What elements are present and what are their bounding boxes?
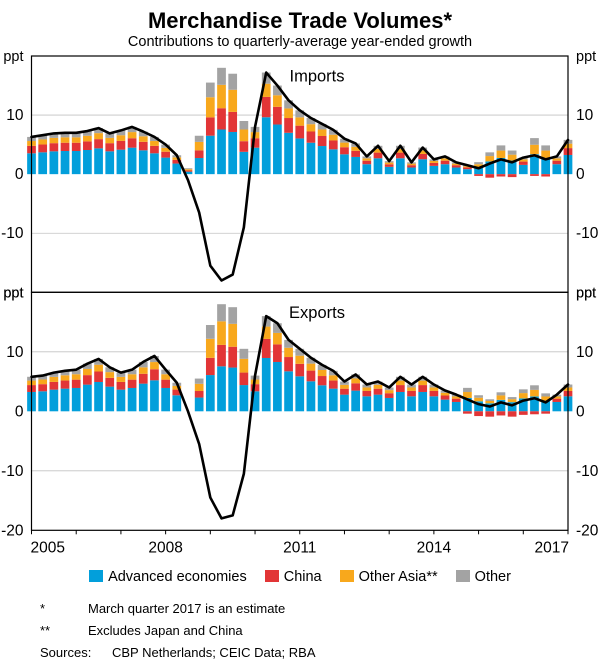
- svg-text:-10: -10: [576, 225, 599, 242]
- svg-text:0: 0: [15, 403, 24, 420]
- svg-text:-10: -10: [1, 463, 24, 480]
- svg-text:2011: 2011: [283, 539, 316, 556]
- svg-text:2005: 2005: [31, 539, 65, 556]
- svg-text:0: 0: [576, 166, 585, 183]
- svg-text:0: 0: [576, 403, 585, 420]
- svg-text:ppt: ppt: [576, 285, 596, 301]
- svg-text:2008: 2008: [148, 539, 182, 556]
- svg-text:10: 10: [6, 344, 24, 361]
- svg-text:ppt: ppt: [3, 285, 23, 301]
- svg-text:ppt: ppt: [3, 49, 23, 65]
- svg-text:2014: 2014: [417, 539, 452, 556]
- svg-text:Exports: Exports: [289, 304, 345, 322]
- svg-text:ppt: ppt: [576, 49, 596, 65]
- svg-text:-20: -20: [576, 522, 599, 539]
- svg-text:10: 10: [6, 107, 24, 124]
- svg-text:-10: -10: [1, 225, 24, 242]
- svg-text:10: 10: [576, 107, 594, 124]
- svg-text:-10: -10: [576, 463, 599, 480]
- svg-text:2017: 2017: [535, 539, 569, 556]
- svg-text:Imports: Imports: [289, 68, 344, 86]
- svg-text:10: 10: [576, 344, 594, 361]
- svg-text:-20: -20: [1, 522, 24, 539]
- svg-text:0: 0: [15, 166, 24, 183]
